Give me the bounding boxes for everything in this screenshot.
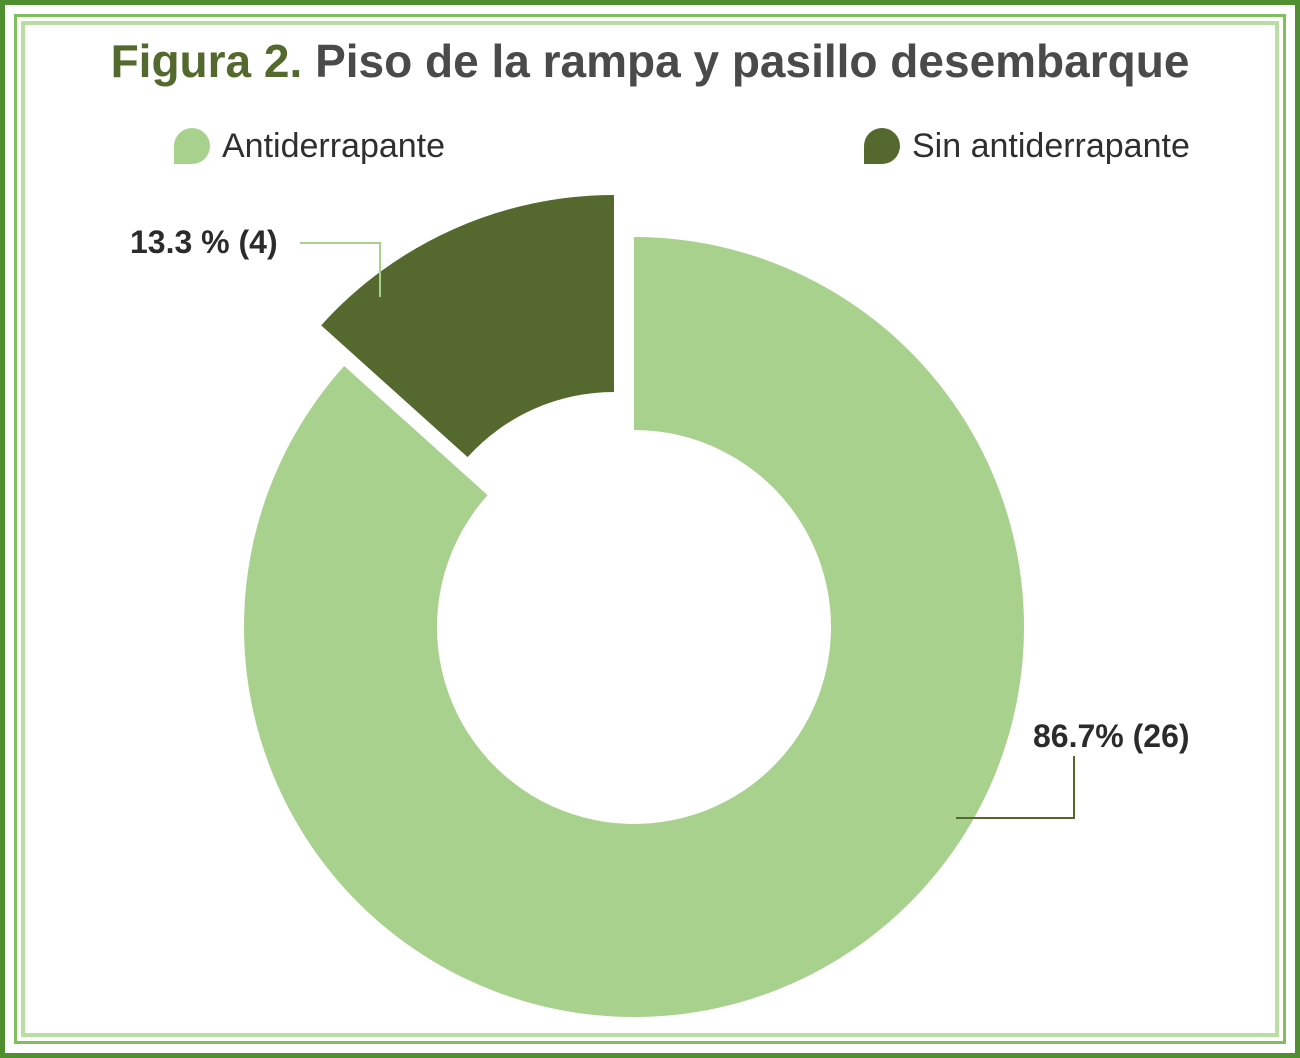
legend-swatch-sin-antiderrapante — [864, 128, 900, 164]
legend-label-antiderrapante: Antiderrapante — [222, 126, 446, 165]
chart-title: Figura 2. Piso de la rampa y pasillo des… — [0, 34, 1300, 88]
figure-frame-inner — [21, 21, 1279, 1037]
leader-line-antiderrapante — [956, 756, 1075, 819]
figure-frame-mid — [14, 14, 1286, 1044]
leader-lines — [300, 242, 1075, 819]
data-label-antiderrapante: 86.7% (26) — [1033, 718, 1190, 754]
donut-slice-sin-antiderrapante — [321, 195, 614, 458]
legend-item-sin-antiderrapante: Sin antiderrapante — [864, 124, 1190, 168]
data-label-sin-antiderrapante: 13.3 % (4) — [130, 224, 278, 260]
chart-title-text: Piso de la rampa y pasillo desembarque — [315, 35, 1190, 87]
chart-title-prefix: Figura 2. — [110, 35, 303, 87]
donut-slices — [243, 195, 1025, 1017]
legend-label-sin-antiderrapante: Sin antiderrapante — [912, 126, 1190, 165]
donut-slice-antiderrapante — [243, 237, 1025, 1017]
legend-swatch-antiderrapante — [174, 128, 210, 164]
leader-line-sin-antiderrapante — [300, 242, 381, 297]
legend-item-antiderrapante: Antiderrapante — [174, 124, 445, 168]
